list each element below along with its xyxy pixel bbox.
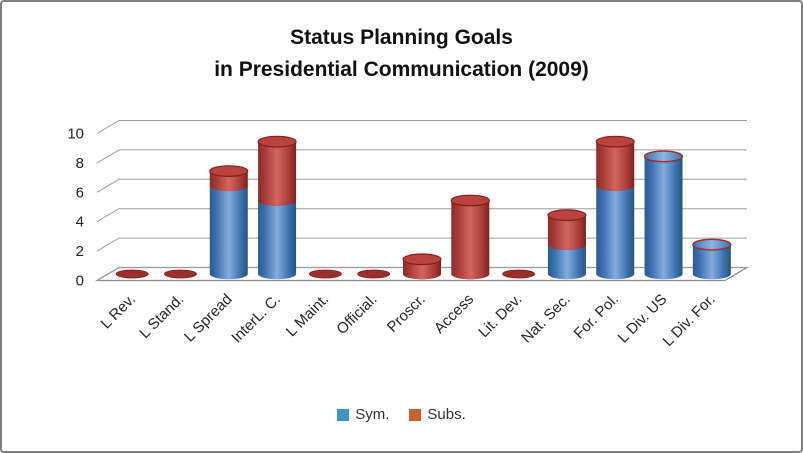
bar-lit-dev-zero-marker bbox=[502, 269, 536, 279]
bar-nat-sec-top-cap bbox=[547, 209, 587, 222]
y-axis-tick-label-2: 2 bbox=[76, 243, 84, 260]
x-axis-label-official: Official. bbox=[333, 291, 380, 338]
bar-interl-c-top-cap bbox=[257, 135, 297, 148]
bar-l-spread-top-cap bbox=[209, 165, 249, 178]
bar-access-top-cap bbox=[450, 194, 490, 207]
gridline-stub-y-6 bbox=[96, 178, 120, 193]
y-axis-tick-label-10: 10 bbox=[67, 126, 84, 143]
bar-l-rev-zero-marker bbox=[115, 269, 149, 279]
gridline-stub-y-0 bbox=[96, 267, 120, 281]
legend-label-subs: Subs. bbox=[427, 406, 466, 423]
bar-l-div-us-top-cap bbox=[643, 150, 684, 163]
x-axis-label-l-maint: L Maint. bbox=[283, 291, 332, 340]
bar-for-pol-subs-segment bbox=[596, 136, 635, 192]
x-axis-label-proscr: Proscr. bbox=[384, 291, 429, 336]
y-axis-tick-label-0: 0 bbox=[76, 273, 84, 290]
x-axis-label-access: Access bbox=[431, 291, 477, 337]
x-axis-label-interl-c: InterL. C. bbox=[228, 291, 284, 347]
bar-l-maint-zero-marker bbox=[308, 269, 342, 279]
legend-item-subs: Subs. bbox=[409, 406, 466, 423]
bar-interl-c-subs-segment bbox=[258, 136, 297, 206]
bar-proscr-top-cap bbox=[402, 253, 442, 266]
x-axis-label-nat-sec: Nat. Sec. bbox=[518, 291, 574, 347]
bar-nat-sec-sym-segment bbox=[547, 239, 586, 280]
y-axis-tick-label-6: 6 bbox=[76, 184, 84, 201]
legend-item-sym: Sym. bbox=[337, 406, 389, 423]
bar-l-div-us-sym-segment bbox=[644, 151, 683, 280]
legend-label-sym: Sym. bbox=[355, 406, 390, 423]
bar-l-div-for-top-cap bbox=[692, 238, 732, 251]
gridline-stub-y-4 bbox=[96, 208, 120, 223]
bar-for-pol-top-cap bbox=[595, 135, 635, 148]
bar-interl-c-sym-segment bbox=[258, 195, 297, 280]
chart-title: Status Planning Goals in Presidential Co… bbox=[2, 22, 801, 86]
bar-l-spread-sym-segment bbox=[209, 180, 248, 280]
bar-official-zero-marker bbox=[357, 269, 391, 279]
gridline-stub-y-10 bbox=[96, 120, 120, 134]
x-axis-label-l-stand: L Stand. bbox=[136, 291, 187, 342]
y-axis-tick-label-4: 4 bbox=[76, 214, 84, 231]
bar-for-pol-sym-segment bbox=[596, 180, 635, 280]
y-axis-tick-label-8: 8 bbox=[76, 155, 84, 172]
bar-access-subs-segment bbox=[451, 195, 490, 280]
gridline-stub-y-8 bbox=[96, 149, 120, 164]
sym-legend-swatch-icon bbox=[337, 408, 350, 421]
chart-title-line-2: in Presidential Communication (2009) bbox=[214, 58, 589, 81]
chart-legend: Sym. Subs. bbox=[2, 406, 801, 423]
x-axis-label-l-rev: L Rev. bbox=[97, 291, 138, 332]
x-axis-label-l-div-for: L Div. For. bbox=[659, 291, 718, 350]
bar-l-stand-zero-marker bbox=[164, 269, 197, 279]
x-axis-label-l-spread: L Spread bbox=[181, 291, 236, 346]
gridline-stub-y-2 bbox=[96, 237, 120, 252]
subs-legend-swatch-icon bbox=[409, 408, 422, 421]
chart-title-line-1: Status Planning Goals bbox=[290, 26, 513, 49]
